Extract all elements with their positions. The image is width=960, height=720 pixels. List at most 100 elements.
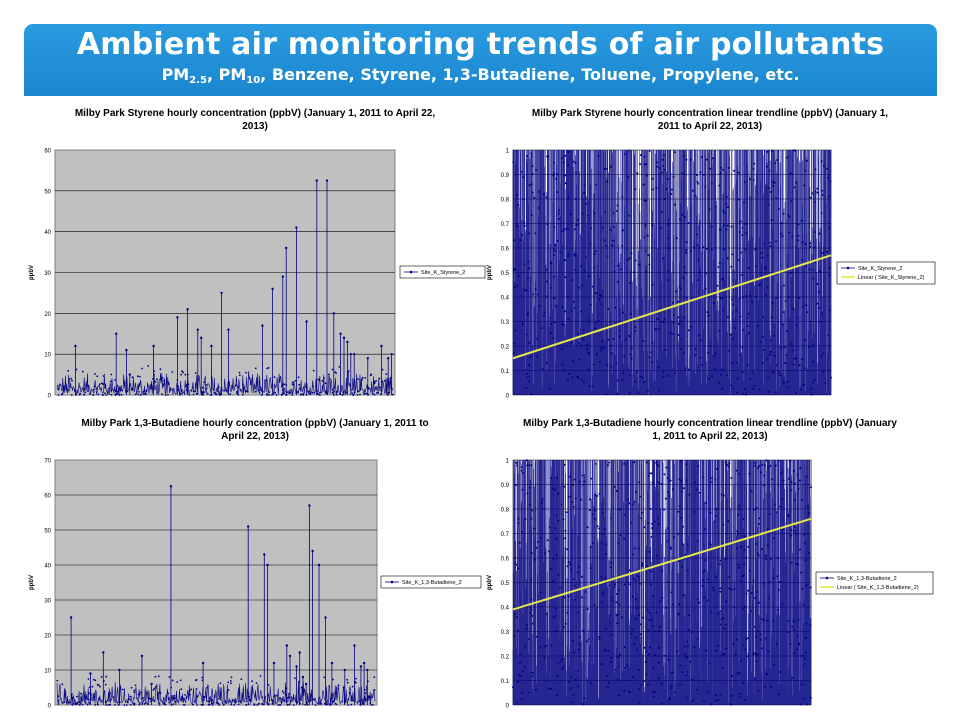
data-point <box>283 392 285 395</box>
data-point <box>194 372 197 374</box>
data-point <box>612 226 615 228</box>
data-point <box>724 647 727 650</box>
data-point <box>629 583 632 586</box>
data-point <box>643 526 646 529</box>
data-point <box>532 293 535 296</box>
data-point <box>803 367 806 370</box>
data-point <box>778 580 781 583</box>
data-point <box>697 182 700 185</box>
data-point <box>702 246 705 249</box>
data-point <box>635 649 638 651</box>
data-point <box>768 597 771 600</box>
data-point <box>826 250 829 253</box>
data-point <box>679 664 682 667</box>
data-point <box>610 229 612 231</box>
data-point <box>628 335 631 338</box>
data-point <box>672 332 675 335</box>
data-point <box>821 252 824 255</box>
data-point <box>623 513 626 516</box>
data-point <box>283 388 286 390</box>
data-point <box>664 497 667 500</box>
data-point <box>702 476 705 479</box>
data-point <box>797 487 800 490</box>
series-1 <box>56 179 394 396</box>
data-point <box>714 205 717 208</box>
data-point <box>778 371 781 374</box>
data-point <box>776 575 779 578</box>
spike-peak <box>152 344 155 348</box>
data-point <box>593 212 596 215</box>
data-point <box>359 393 361 396</box>
data-point <box>738 672 741 674</box>
series-4 <box>512 459 812 706</box>
data-point <box>594 509 596 512</box>
data-point <box>681 490 684 493</box>
data-point <box>137 693 140 696</box>
data-point <box>793 652 796 655</box>
data-point <box>793 469 795 472</box>
data-point <box>734 653 737 656</box>
data-point <box>759 340 762 343</box>
data-point <box>808 268 811 271</box>
data-point <box>713 520 716 523</box>
data-point <box>520 469 523 472</box>
data-point <box>614 583 617 586</box>
data-point <box>756 552 759 555</box>
data-point <box>765 459 768 462</box>
data-point <box>784 362 787 365</box>
data-point <box>254 390 257 393</box>
data-point <box>651 522 654 525</box>
data-point <box>698 271 701 274</box>
data-point <box>823 164 826 167</box>
data-point <box>528 379 531 382</box>
data-point <box>719 297 722 299</box>
data-point <box>117 704 120 706</box>
data-point <box>753 384 756 387</box>
data-point <box>172 703 175 705</box>
data-point <box>364 692 367 695</box>
data-point <box>577 566 580 568</box>
data-point <box>593 253 596 256</box>
data-point <box>546 295 548 298</box>
data-point <box>684 553 687 556</box>
spike-peak <box>330 661 334 665</box>
data-point <box>747 267 750 269</box>
data-point <box>722 494 725 497</box>
data-point <box>364 377 367 379</box>
data-point <box>730 588 733 591</box>
data-point <box>528 464 531 467</box>
data-point <box>137 393 140 396</box>
data-point <box>795 563 798 565</box>
y-tick-label: 0.7 <box>501 222 510 228</box>
data-point <box>537 190 540 193</box>
data-point <box>720 387 723 390</box>
data-point <box>829 376 832 379</box>
data-point <box>581 474 584 477</box>
data-point <box>638 668 641 671</box>
data-point <box>755 507 758 510</box>
data-point <box>671 301 674 304</box>
data-point <box>222 704 225 706</box>
data-point <box>610 633 612 636</box>
data-point <box>735 469 738 472</box>
data-point <box>133 691 136 694</box>
data-point <box>784 300 787 303</box>
data-point <box>615 601 618 604</box>
data-point <box>163 379 165 382</box>
data-point <box>571 639 574 642</box>
data-point <box>769 350 772 353</box>
data-point <box>519 653 521 656</box>
data-point <box>329 698 332 700</box>
data-point <box>762 582 765 585</box>
data-point <box>75 368 78 371</box>
data-point <box>157 692 160 694</box>
data-point <box>600 541 603 544</box>
data-point <box>714 694 717 697</box>
data-point <box>721 667 724 669</box>
data-point <box>537 207 540 209</box>
data-point <box>565 511 568 514</box>
data-point <box>530 579 533 581</box>
data-point <box>735 547 738 550</box>
data-point <box>766 528 769 531</box>
